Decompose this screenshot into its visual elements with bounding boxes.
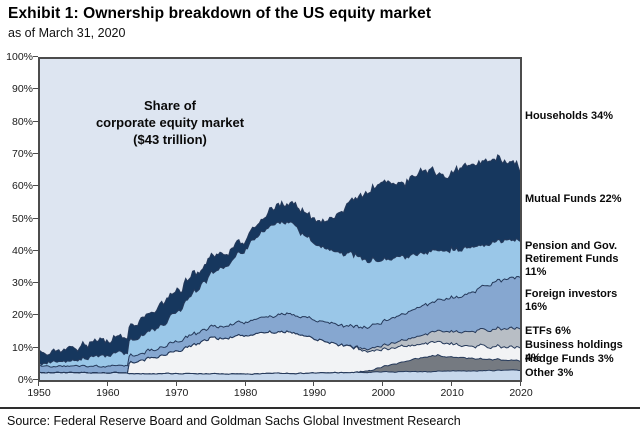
y-tick-label: 100% <box>6 51 33 63</box>
stacked-area-chart <box>38 57 522 382</box>
x-tick-label: 1960 <box>96 387 120 399</box>
y-tick-label: 70% <box>11 147 33 160</box>
y-tick-mark <box>33 56 38 57</box>
series-label-households: Households 34% <box>525 110 614 122</box>
x-tick-label: 1970 <box>165 387 189 399</box>
y-tick-mark <box>33 185 38 187</box>
x-tick-mark <box>520 382 521 386</box>
x-tick-label: 2000 <box>371 387 395 399</box>
series-label-hedge-funds: Hedge Funds 3% <box>525 353 614 365</box>
y-tick-mark <box>33 217 38 219</box>
chart-annotation: Share of corporate equity market ($43 tr… <box>55 97 285 148</box>
band-mutual-funds <box>40 154 520 365</box>
annotation-line-1: Share of <box>143 98 196 113</box>
y-tick-mark <box>33 120 38 122</box>
y-tick-mark <box>33 282 38 284</box>
x-tick-mark <box>313 382 315 386</box>
band-foreign-investors <box>40 276 520 374</box>
series-label-pension-retirement-funds: Pension and Gov. Retirement Funds 11% <box>525 240 619 278</box>
x-tick-mark <box>451 382 453 386</box>
x-tick-label: 1980 <box>233 387 258 399</box>
band-other <box>40 369 520 380</box>
y-tick-label: 30% <box>11 277 33 290</box>
x-tick-label: 1950 <box>27 387 51 399</box>
series-label-foreign-investors: Foreign investors 16% <box>525 288 618 313</box>
chart-canvas <box>40 154 520 380</box>
y-tick-label: 20% <box>11 309 33 322</box>
source-note: Source: Federal Reserve Board and Goldma… <box>7 414 461 428</box>
y-tick-label: 10% <box>11 341 33 354</box>
y-tick-mark <box>33 379 38 380</box>
y-tick-label: 90% <box>11 83 33 96</box>
x-tick-mark <box>244 382 246 386</box>
series-label-etfs: ETFs 6% <box>525 325 571 337</box>
x-tick-mark <box>38 382 39 386</box>
y-tick-mark <box>33 152 38 154</box>
y-tick-label: 40% <box>11 244 33 257</box>
annotation-line-2: corporate equity market <box>95 115 245 130</box>
y-tick-mark <box>33 314 38 316</box>
band-boundary-foreign-investors <box>40 276 520 368</box>
y-tick-mark <box>33 88 38 90</box>
y-tick-label: 50% <box>11 212 33 225</box>
y-tick-mark <box>33 346 38 348</box>
band-boundary-etfs <box>40 326 520 374</box>
y-tick-mark <box>33 249 38 251</box>
footer-divider <box>0 407 640 409</box>
band-boundary-mutual-funds <box>40 154 520 356</box>
series-label-business-holdings: Business holdings 4% <box>525 339 623 364</box>
band-hedge-funds <box>40 354 520 375</box>
page-subtitle: as of March 31, 2020 <box>8 26 126 40</box>
series-label-other: Other 3% <box>525 367 574 379</box>
band-pension-retirement-funds <box>40 221 520 368</box>
annotation-line-3: ($43 trillion) <box>133 132 207 147</box>
x-tick-mark <box>382 382 384 386</box>
band-business-holdings <box>40 330 520 375</box>
page-title: Exhibit 1: Ownership breakdown of the US… <box>8 5 432 22</box>
y-tick-label: 0% <box>17 374 33 386</box>
band-boundary-pension-retirement-funds <box>40 220 520 366</box>
y-tick-label: 80% <box>11 115 33 128</box>
series-label-mutual-funds: Mutual Funds 22% <box>525 193 622 205</box>
x-tick-label: 2020 <box>509 387 533 399</box>
x-tick-label: 1990 <box>302 387 327 399</box>
x-tick-mark <box>175 382 177 386</box>
x-tick-mark <box>106 382 108 386</box>
x-tick-label: 2010 <box>440 387 464 399</box>
y-tick-label: 60% <box>11 180 33 193</box>
